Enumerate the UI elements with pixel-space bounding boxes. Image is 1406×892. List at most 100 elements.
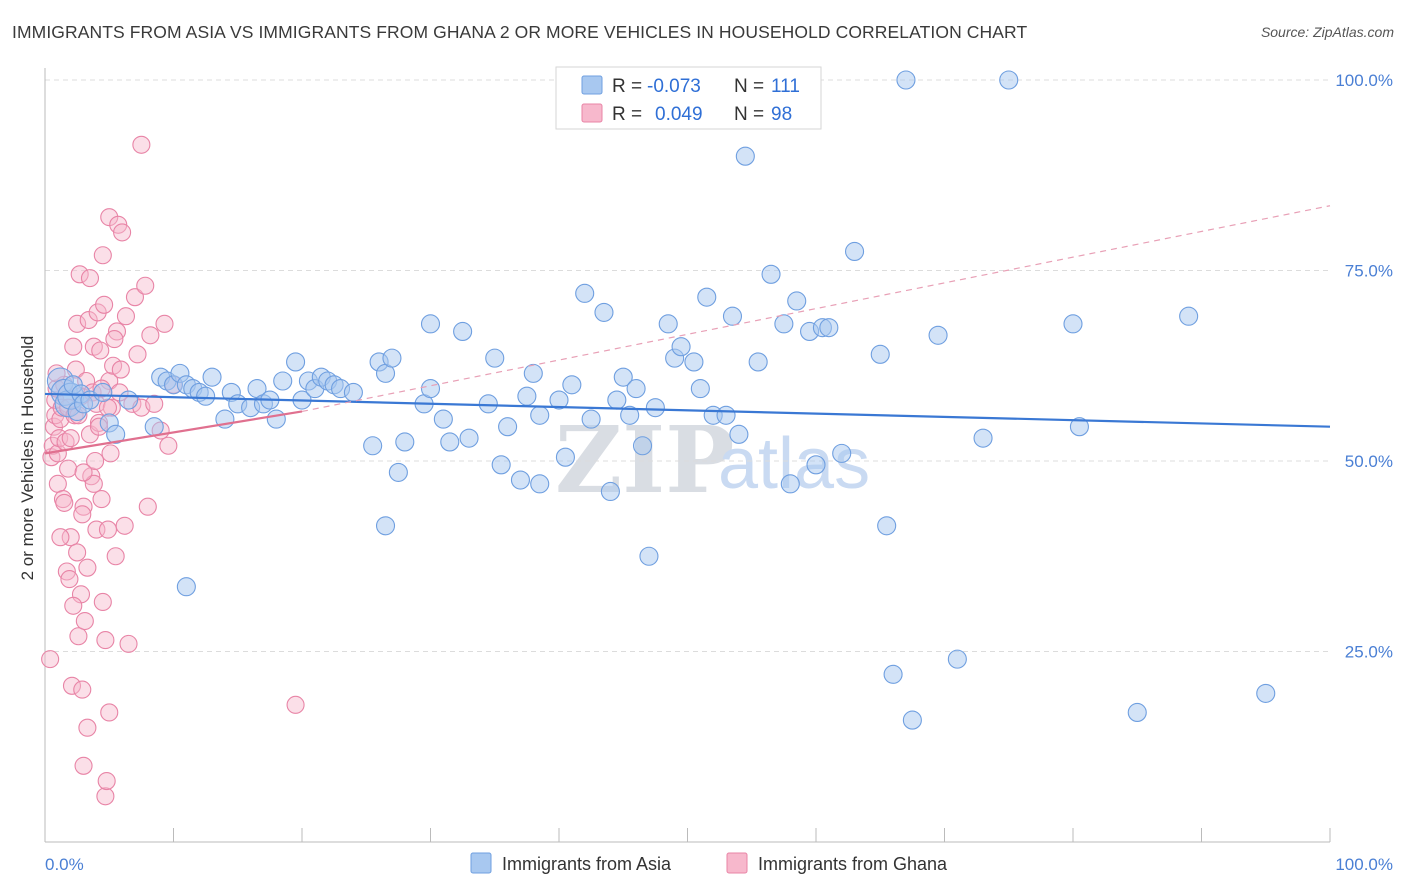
asia-point <box>883 664 903 684</box>
ghana-point <box>78 558 97 577</box>
ghana-point <box>60 570 79 589</box>
asia-point <box>1256 683 1276 703</box>
asia-point <box>549 390 569 410</box>
ghana-point <box>51 528 70 547</box>
ghana-point <box>106 547 125 566</box>
ghana-point <box>86 451 105 471</box>
ghana-point <box>62 676 82 695</box>
ghana-point <box>64 596 83 615</box>
ghana-point <box>138 497 157 516</box>
ghana-point <box>93 592 112 612</box>
ghana-point <box>92 490 111 509</box>
y-tick-label: 50.0% <box>1345 452 1393 471</box>
series-ghana-points <box>41 135 305 806</box>
series-legend: Immigrants from Asia Immigrants from Gha… <box>470 852 948 874</box>
asia-point <box>844 241 865 261</box>
asia-point <box>600 481 620 502</box>
asia-point <box>716 405 736 425</box>
ghana-point <box>113 223 132 242</box>
asia-point <box>639 546 659 566</box>
asia-point <box>575 283 595 303</box>
asia-point <box>459 428 479 448</box>
ghana-trend-line <box>44 410 303 455</box>
asia-point <box>928 325 948 345</box>
asia-point <box>748 352 768 372</box>
ghana-point <box>136 276 155 295</box>
bottom-legend-swatch-asia <box>470 852 492 874</box>
ghana-point <box>125 288 144 307</box>
ghana-point <box>68 543 87 562</box>
asia-point <box>93 382 113 402</box>
series-asia-points <box>46 70 1276 730</box>
ghana-point <box>88 303 107 322</box>
asia-point <box>1179 306 1199 326</box>
asia-point <box>523 363 543 383</box>
ghana-point <box>95 295 114 314</box>
x-tick-label-min: 0.0% <box>45 855 84 874</box>
asia-point <box>787 291 807 311</box>
asia-point <box>266 409 286 429</box>
asia-point <box>562 375 582 395</box>
asia-point <box>433 409 453 429</box>
ghana-point <box>80 269 100 288</box>
asia-point <box>530 405 550 425</box>
ghana-point <box>73 680 92 699</box>
asia-point <box>973 428 993 448</box>
asia-point <box>780 474 800 494</box>
asia-point <box>530 474 550 494</box>
ghana-point <box>68 314 87 333</box>
ghana-point <box>128 345 147 364</box>
ghana-point <box>55 493 74 512</box>
asia-point <box>729 424 749 444</box>
ghana-point <box>145 394 164 413</box>
ghana-point <box>74 756 93 775</box>
y-tick-label: 75.0% <box>1345 262 1393 281</box>
asia-point <box>594 302 614 322</box>
ghana-point <box>44 417 64 436</box>
ghana-point <box>111 360 130 379</box>
asia-point <box>420 379 441 399</box>
ghana-point <box>101 444 120 463</box>
legend-swatch-asia <box>581 75 603 95</box>
asia-point <box>870 344 890 364</box>
ghana-point <box>116 307 136 326</box>
asia-point <box>176 577 196 597</box>
asia-point <box>440 432 460 452</box>
asia-point <box>774 314 794 334</box>
asia-point <box>106 424 126 444</box>
asia-point <box>196 386 216 406</box>
x-tick-label-max: 100.0% <box>1335 855 1393 874</box>
bottom-legend-label-asia: Immigrants from Asia <box>502 854 672 874</box>
axes <box>44 68 1331 843</box>
ghana-trend-extension <box>301 205 1331 413</box>
chart-title: IMMIGRANTS FROM ASIA VS IMMIGRANTS FROM … <box>12 22 1028 42</box>
asia-point <box>607 390 627 410</box>
asia-point <box>382 348 402 368</box>
asia-trend-line <box>44 392 1331 428</box>
y-tick-label: 100.0% <box>1335 71 1393 90</box>
ghana-point <box>96 787 115 806</box>
asia-point <box>1069 417 1089 437</box>
ghana-point <box>100 703 119 722</box>
asia-point <box>510 470 531 490</box>
asia-point <box>273 371 293 391</box>
asia-point <box>620 405 640 425</box>
asia-point <box>645 398 665 418</box>
asia-point <box>363 436 383 456</box>
asia-point <box>375 516 396 536</box>
legend-swatch-ghana <box>581 103 603 123</box>
ghana-point <box>141 326 160 345</box>
asia-point <box>478 394 498 414</box>
asia-point <box>202 367 222 387</box>
asia-point <box>902 710 922 730</box>
asia-point <box>144 417 164 437</box>
ghana-point <box>74 497 93 516</box>
asia-point <box>1063 314 1083 334</box>
ghana-point <box>84 474 103 493</box>
ghana-point <box>98 520 118 539</box>
asia-point <box>626 379 646 399</box>
legend-r-label-ghana: R = <box>612 104 642 125</box>
asia-point <box>658 314 678 334</box>
stats-legend: R = -0.073 N = 111 R = 0.049 N = 98 <box>555 66 822 130</box>
ghana-point <box>119 634 138 653</box>
